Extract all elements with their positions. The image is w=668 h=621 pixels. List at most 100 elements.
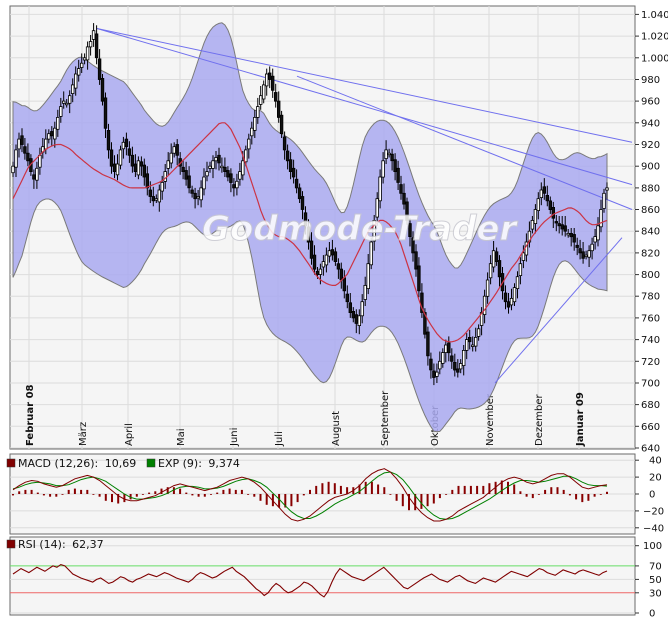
price-tick-label: 1.000 (641, 53, 668, 64)
candle-body (405, 201, 409, 221)
candle-body (214, 157, 218, 162)
candle-body (545, 194, 549, 202)
trendline-mid (296, 75, 633, 210)
macd-legend-value: 10,69 (105, 457, 137, 470)
rsi-legend-label: RSI (14): (18, 538, 66, 551)
price-tick-label: 800 (641, 270, 660, 281)
candle-body (518, 263, 523, 277)
price-tick-label: 680 (641, 400, 660, 411)
macd-histogram-bar (55, 494, 58, 497)
rsi-tick-label: 30 (649, 588, 662, 599)
macd-histogram-bar (445, 494, 448, 495)
macd-histogram-bar (432, 494, 435, 504)
price-tick-label: 980 (641, 75, 660, 86)
candle-body (581, 251, 585, 259)
macd-histogram-bar (278, 494, 281, 508)
macd-histogram-bar (463, 485, 466, 494)
macd-histogram-bar (606, 491, 608, 494)
macd-histogram-bar (141, 494, 144, 495)
price-tick-label: 780 (641, 292, 660, 303)
rsi-panel (9, 536, 636, 616)
macd-histogram-bar (451, 489, 454, 494)
trendline-upper (96, 28, 633, 186)
candle-body (253, 117, 257, 131)
price-tick-label: 660 (641, 422, 660, 433)
candle-body (187, 175, 191, 189)
candle-body (590, 243, 594, 252)
candle-body (118, 149, 123, 166)
candle-body (267, 72, 272, 80)
candle-body (157, 189, 161, 203)
candle-body (506, 301, 511, 308)
candle-body (509, 297, 514, 306)
macd-histogram-bar (73, 488, 76, 494)
macd-tick-label: −40 (643, 523, 664, 534)
trend-lines (96, 28, 633, 384)
macd-histogram-bar (210, 494, 212, 495)
macd-histogram-bar (86, 489, 89, 494)
macd-histogram-bar (420, 494, 423, 509)
candle-body (587, 250, 591, 258)
candle-body (196, 196, 200, 199)
candle-body (226, 170, 230, 178)
macd-histogram-bar (488, 483, 491, 494)
candle-body (291, 167, 296, 178)
candle-body (258, 95, 263, 105)
candle-body (599, 209, 603, 228)
candle-body (166, 160, 170, 169)
candle-body (539, 189, 543, 198)
candle-body (494, 251, 499, 263)
price-tick-label: 640 (641, 444, 660, 455)
candle-body (115, 163, 120, 176)
macd-histogram-bar (537, 494, 540, 495)
candle-body (229, 173, 233, 183)
macd-histogram-bar (370, 481, 373, 494)
macd-grid (10, 459, 635, 529)
macd-histogram-bar (135, 494, 138, 497)
candle-body (497, 260, 502, 278)
macd-histogram-bar (216, 492, 219, 494)
candle-body (366, 263, 370, 290)
candle-body (596, 225, 600, 241)
macd-histogram-bar (191, 494, 194, 496)
macd-histogram-bar (587, 494, 590, 501)
candle-body (461, 349, 466, 366)
candle-body (235, 180, 239, 189)
candle-body (80, 62, 84, 68)
candle-body (184, 170, 188, 180)
candle-body (23, 146, 27, 154)
candle-body (548, 200, 552, 210)
macd-histogram-bar (259, 494, 262, 501)
candle-body (279, 114, 284, 134)
macd-histogram-bar (544, 489, 547, 494)
macd-histogram-bar (18, 491, 21, 494)
macd-histogram-bar (234, 489, 237, 494)
candle-body (53, 127, 57, 140)
month-label: Juni (229, 428, 240, 447)
macd-histogram-bar (358, 484, 361, 494)
candle-body (232, 184, 236, 189)
macd-histogram-bar (61, 494, 64, 495)
candle-body (602, 192, 606, 209)
exp-legend-value: 9,374 (208, 457, 240, 470)
macd-axis-labels: −40 −20 0 20 40 (635, 456, 664, 534)
candle-body (369, 241, 373, 266)
month-label: Februar 08 (25, 384, 36, 446)
candle-body (417, 265, 421, 292)
macd-histogram-bar (562, 489, 565, 494)
rsi-legend-swatch (6, 539, 16, 549)
candle-body (220, 165, 224, 169)
macd-histogram-bar (24, 489, 27, 494)
candle-body (32, 174, 36, 180)
rsi-tick-label: 0 (649, 609, 655, 620)
trendline-long (96, 28, 633, 143)
candle-body (130, 154, 135, 167)
candle-body (142, 164, 146, 178)
macd-histogram-bar (104, 494, 107, 501)
month-label: Juli (274, 431, 285, 447)
candle-body (193, 192, 197, 200)
price-tick-label: 820 (641, 248, 660, 259)
candle-body (575, 244, 579, 248)
macd-histogram-bar (581, 494, 584, 503)
candle-body (542, 186, 546, 194)
